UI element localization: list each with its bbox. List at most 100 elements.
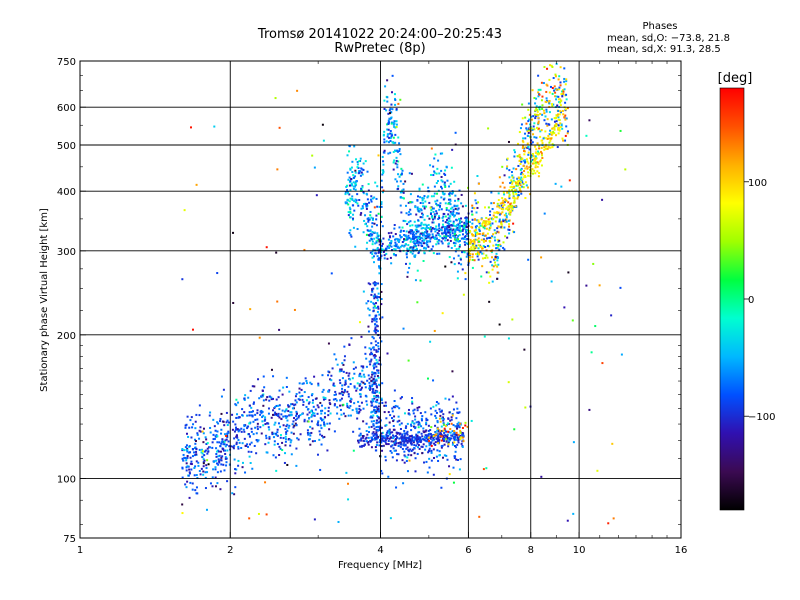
scatter-point [285,425,288,428]
scatter-point [364,394,367,397]
scatter-point [511,204,514,207]
scatter-point [439,204,442,207]
scatter-point [333,393,336,396]
scatter-point [375,329,378,332]
scatter-point [310,413,313,416]
scatter-point [270,396,273,399]
scatter-point [233,493,236,496]
scatter-point [410,440,413,443]
scatter-point [530,143,533,146]
scatter-point [399,446,402,449]
scatter-point [225,443,228,446]
scatter-point [550,137,553,140]
scatter-point [279,436,282,439]
scatter-point [328,402,331,405]
scatter-point [411,233,414,236]
scatter-point [499,245,502,248]
scatter-point [543,148,546,151]
scatter-point [398,423,401,426]
scatter-point [369,210,372,213]
scatter-point [362,365,365,368]
scatter-point [416,199,419,202]
scatter-point [405,212,408,215]
scatter-point [357,166,360,169]
scatter-point [276,442,279,445]
scatter-point [505,212,508,215]
scatter-point [446,433,449,436]
scatter-point [489,217,492,220]
scatter-point [297,398,300,401]
scatter-point [568,179,571,182]
scatter-point [262,399,265,402]
scatter-point [454,433,457,436]
scatter-point [457,254,460,257]
scatter-point [405,253,408,256]
scatter-point [557,88,560,91]
scatter-point [544,147,547,150]
scatter-point [403,444,406,447]
scatter-point [409,438,412,441]
scatter-point [295,393,298,396]
scatter-point [515,193,518,196]
scatter-point [339,404,342,407]
scatter-point [304,377,307,380]
scatter-point [417,436,420,439]
scatter-point [222,388,225,391]
scatter-point [240,427,243,430]
scatter-point [374,282,377,285]
scatter-point [248,517,251,520]
scatter-point [358,199,361,202]
scatter-point [534,109,537,112]
scatter-point [533,113,536,116]
scatter-point [279,447,282,450]
scatter-point [406,440,409,443]
scatter-point [530,118,533,121]
scatter-point [344,193,347,196]
scatter-point [392,142,395,145]
scatter-point [246,414,249,417]
scatter-point [477,244,480,247]
scatter-point [227,430,230,433]
scatter-point [216,430,219,433]
scatter-point [440,409,443,412]
scatter-point [511,182,514,185]
scatter-point [422,443,425,446]
scatter-point [432,405,435,408]
scatter-point [442,198,445,201]
scatter-point [216,435,219,438]
scatter-point [551,92,554,95]
scatter-point [220,395,223,398]
scatter-point [259,413,262,416]
scatter-point [228,445,231,448]
scatter-point [521,181,524,184]
scatter-point [375,302,378,305]
scatter-point [346,198,349,201]
scatter-point [503,203,506,206]
scatter-point [281,449,284,452]
scatter-point [396,432,399,435]
scatter-point [460,237,463,240]
scatter-point [392,440,395,443]
scatter-point [194,420,197,423]
scatter-point [393,400,396,403]
scatter-point [505,167,508,170]
scatter-point [346,154,349,157]
scatter-point [498,176,501,179]
scatter-point [449,210,452,213]
scatter-point [243,411,246,414]
scatter-point [512,179,515,182]
scatter-point [202,441,205,444]
scatter-point [242,428,245,431]
scatter-point [284,440,287,443]
scatter-point [380,205,383,208]
scatter-point [423,438,426,441]
scatter-point [411,397,414,400]
scatter-point [385,404,388,407]
scatter-point [421,445,424,448]
scatter-point [557,78,560,81]
scatter-point [471,258,474,261]
scatter-point [523,348,526,351]
scatter-point [364,223,367,226]
scatter-point [412,231,415,234]
scatter-point [453,438,456,441]
